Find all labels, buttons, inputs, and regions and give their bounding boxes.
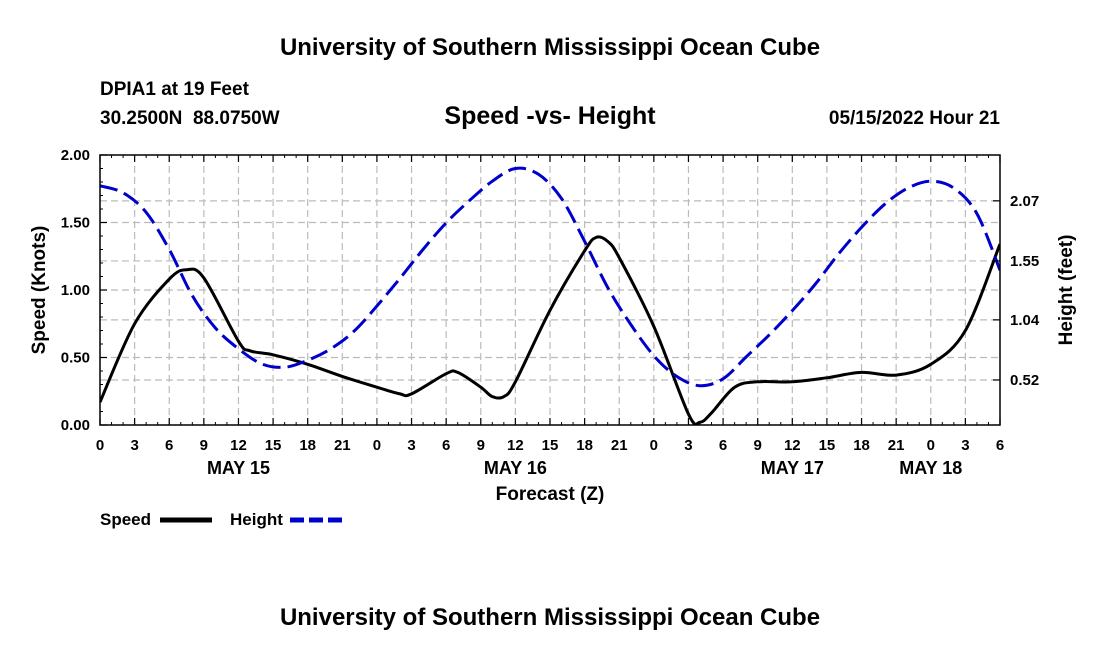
series-speed-line <box>100 235 1000 425</box>
x-tick-label: 3 <box>130 437 138 454</box>
x-tick-label: 18 <box>853 437 870 454</box>
x-tick-label: 18 <box>576 437 593 454</box>
x-tick-label: 12 <box>784 437 801 454</box>
y-left-tick-label: 1.50 <box>61 215 90 232</box>
x-tick-label: 9 <box>200 437 208 454</box>
x-tick-label: 9 <box>477 437 485 454</box>
axis-ticks <box>99 154 1001 426</box>
y-right-tick-label: 2.07 <box>1010 193 1039 210</box>
day-label: MAY 17 <box>761 458 824 478</box>
x-tick-label: 12 <box>507 437 524 454</box>
series-lines <box>100 166 1000 425</box>
x-tick-label: 21 <box>334 437 351 454</box>
series-height-line <box>100 166 1000 388</box>
x-axis-label: Forecast (Z) <box>496 484 605 505</box>
x-tick-label: 6 <box>165 437 173 454</box>
x-tick-label: 18 <box>299 437 316 454</box>
x-tick-label: 15 <box>265 437 282 454</box>
day-label: MAY 15 <box>207 458 270 478</box>
x-tick-label: 21 <box>611 437 628 454</box>
x-tick-label: 0 <box>927 437 935 454</box>
grid-lines <box>100 155 1000 425</box>
x-tick-label: 6 <box>996 437 1004 454</box>
y-axis-right-label: Height (feet) <box>1056 235 1077 346</box>
x-tick-label: 0 <box>650 437 658 454</box>
coordinates-label: 30.2500N 88.0750W <box>100 108 280 129</box>
y-left-tick-label: 0.50 <box>61 350 90 367</box>
chart-title: University of Southern Mississippi Ocean… <box>280 34 820 61</box>
chart-subtitle: Speed -vs- Height <box>444 102 656 130</box>
legend-height-label: Height <box>230 510 283 529</box>
x-tick-label: 3 <box>407 437 415 454</box>
x-tick-label: 0 <box>373 437 381 454</box>
x-tick-label: 0 <box>96 437 104 454</box>
y-right-tick-label: 1.04 <box>1010 312 1040 329</box>
x-tick-label: 6 <box>719 437 727 454</box>
x-tick-label: 3 <box>961 437 969 454</box>
footer-title: University of Southern Mississippi Ocean… <box>280 604 820 631</box>
day-label: MAY 18 <box>899 458 962 478</box>
legend: Speed Height <box>100 510 342 529</box>
station-label: DPIA1 at 19 Feet <box>100 79 250 100</box>
x-tick-label: 15 <box>819 437 836 454</box>
x-tick-label: 3 <box>684 437 692 454</box>
y-right-tick-label: 0.52 <box>1010 372 1039 389</box>
x-tick-label: 9 <box>754 437 762 454</box>
datetime-label: 05/15/2022 Hour 21 <box>829 108 1001 129</box>
y-right-tick-label: 1.55 <box>1010 253 1039 270</box>
y-left-tick-label: 2.00 <box>61 147 90 164</box>
x-tick-label: 21 <box>888 437 905 454</box>
y-left-tick-label: 1.00 <box>61 282 90 299</box>
x-tick-label: 15 <box>542 437 559 454</box>
y-axis-left-label: Speed (Knots) <box>29 226 50 355</box>
day-label: MAY 16 <box>484 458 547 478</box>
x-tick-label: 12 <box>230 437 247 454</box>
legend-speed-label: Speed <box>100 510 151 529</box>
axis-tick-labels: 0 3 6 9 12 15 18 21 0 3 6 9 12 15 18 21 0 3 6 9 12 15 18 21 0 3 6 M… <box>61 147 1040 478</box>
y-left-tick-label: 0.00 <box>61 417 90 434</box>
x-tick-label: 6 <box>442 437 450 454</box>
